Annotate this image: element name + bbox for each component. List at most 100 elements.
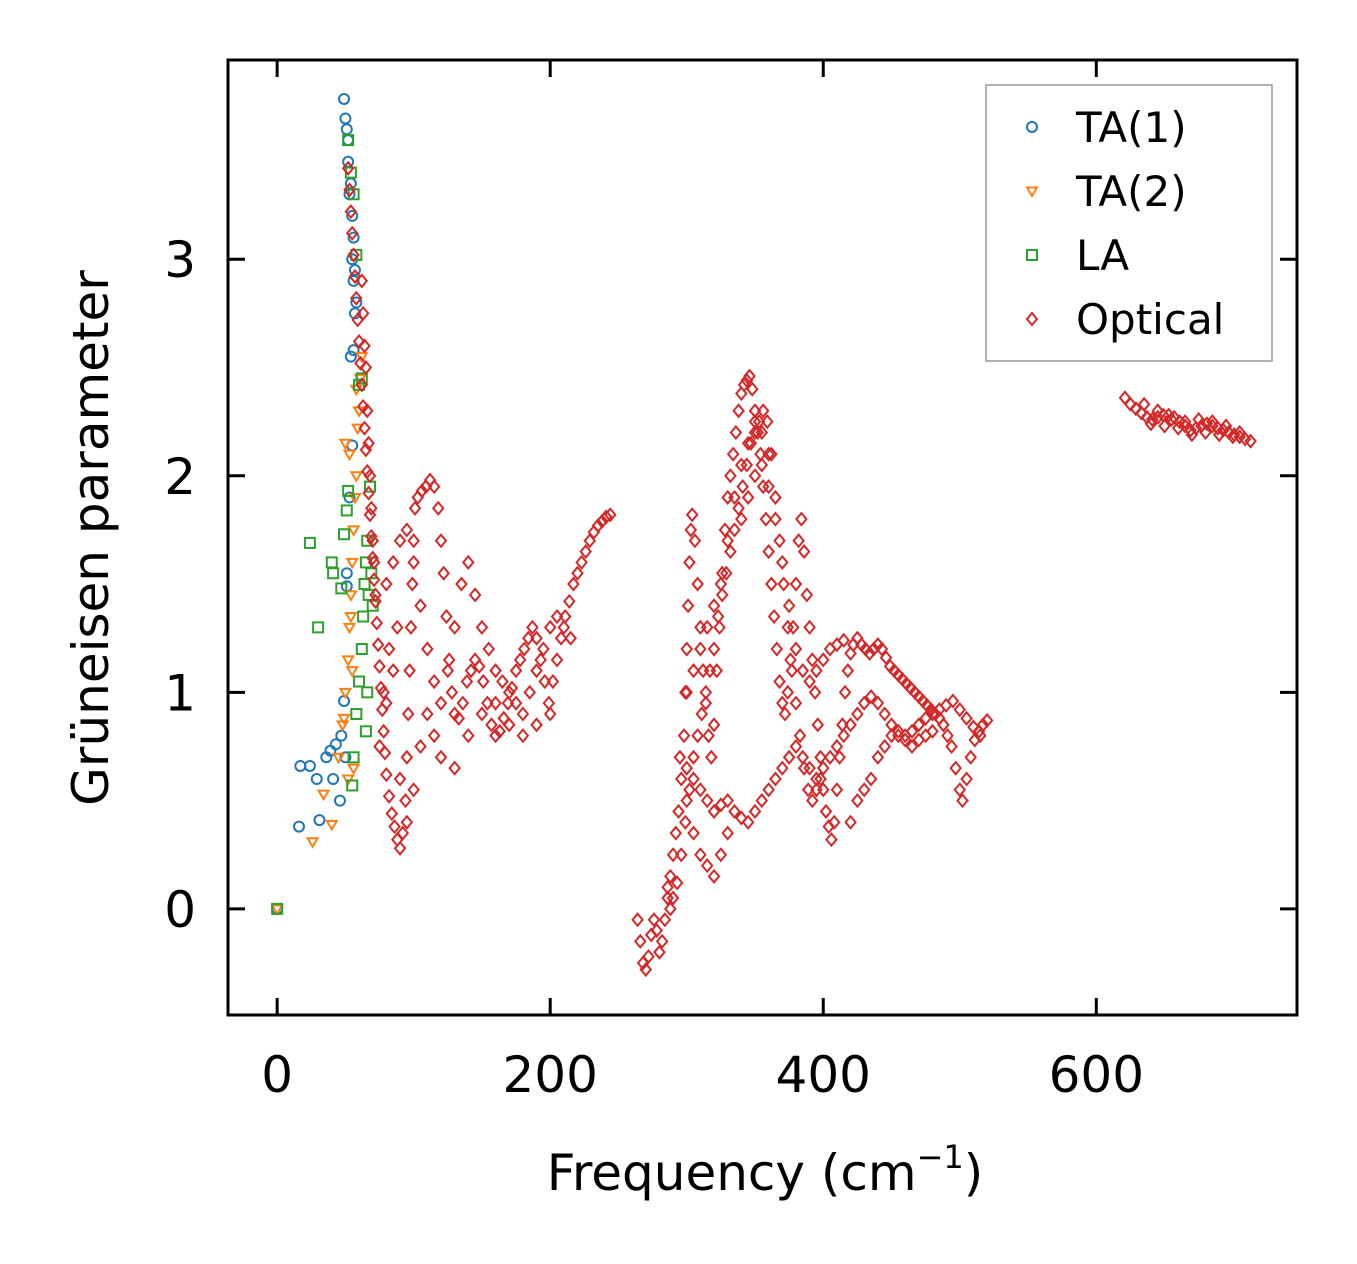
optical-point — [365, 500, 378, 516]
optical-point — [748, 424, 762, 441]
optical-point — [441, 663, 455, 679]
optical-point — [792, 533, 805, 549]
optical-point — [737, 377, 751, 393]
ta-1-point — [347, 344, 360, 357]
ta-1-point — [340, 123, 353, 136]
optical-point — [721, 793, 734, 809]
optical-point — [691, 728, 704, 744]
optical-point — [468, 587, 482, 603]
optical-point — [579, 544, 593, 560]
optical-point — [407, 554, 420, 570]
optical-point — [762, 446, 775, 462]
optical-point — [837, 728, 851, 744]
optical-point — [691, 576, 704, 592]
ta-1-point — [346, 209, 359, 222]
ta-1-point — [339, 112, 352, 125]
optical-point — [537, 641, 550, 657]
optical-point — [1244, 433, 1257, 449]
optical-point — [714, 797, 728, 813]
ta-1-point — [340, 567, 353, 580]
optical-point — [485, 717, 498, 733]
y-tick-label: 2 — [164, 448, 196, 506]
optical-point — [530, 663, 543, 679]
optical-point — [464, 663, 478, 679]
optical-point — [530, 717, 543, 733]
ta-1-point — [347, 231, 360, 244]
optical-point — [1178, 414, 1192, 430]
optical-point — [721, 489, 734, 505]
optical-point — [781, 684, 795, 700]
ta-1-point — [342, 134, 355, 147]
ta-2-point — [349, 471, 364, 483]
ta-1-point — [333, 794, 346, 807]
ta-2-point — [345, 557, 359, 570]
optical-point — [795, 511, 808, 527]
la-point — [357, 610, 370, 623]
legend: TA(1) TA(2) LA Optical — [985, 84, 1273, 362]
optical-point — [475, 706, 489, 722]
optical-point — [946, 693, 960, 709]
optical-point — [477, 673, 490, 690]
la-point — [355, 643, 368, 656]
optical-point — [400, 522, 414, 538]
optical-point — [871, 695, 885, 711]
optical-point — [926, 723, 939, 739]
optical-point — [442, 652, 456, 668]
optical-point — [724, 544, 737, 560]
optical-point — [634, 933, 647, 949]
optical-point — [452, 710, 466, 726]
optical-point — [793, 728, 807, 744]
optical-point — [837, 632, 851, 648]
optical-point — [516, 728, 530, 744]
optical-point — [919, 728, 932, 744]
optical-point — [687, 825, 700, 841]
optical-point — [721, 825, 734, 841]
x-axis-title: Frequency (cm−1) — [547, 1138, 984, 1202]
optical-point — [806, 652, 819, 668]
optical-point — [639, 961, 653, 978]
optical-point — [863, 645, 876, 661]
optical-point — [800, 587, 814, 603]
optical-point — [563, 593, 576, 609]
optical-point — [554, 630, 568, 646]
ta-1-point — [338, 92, 351, 105]
optical-point — [830, 738, 844, 755]
optical-point — [744, 435, 758, 451]
optical-point — [976, 717, 990, 733]
axis-ticks: 0 200 400 600 0 1 2 3 — [164, 60, 1297, 1104]
optical-point — [953, 702, 967, 718]
optical-point — [502, 684, 516, 700]
optical-point — [367, 572, 381, 588]
optical-point — [354, 355, 367, 371]
optical-point — [427, 728, 441, 744]
optical-point — [414, 598, 427, 614]
optical-point — [707, 598, 721, 614]
ta-2-point — [331, 752, 346, 765]
ta-2-point — [342, 449, 357, 462]
optical-point — [705, 749, 718, 765]
optical-point — [814, 771, 827, 787]
legend-marker-ta-2 — [1025, 186, 1039, 198]
optical-point — [360, 403, 374, 419]
ta-1-point — [350, 296, 363, 309]
la-point — [355, 372, 368, 385]
optical-point — [765, 576, 778, 592]
optical-point — [437, 565, 451, 581]
optical-point — [825, 832, 838, 848]
optical-point — [741, 435, 755, 451]
optical-point — [707, 803, 721, 820]
optical-point — [575, 554, 588, 570]
optical-point — [801, 782, 815, 798]
ta-1-point — [329, 738, 342, 751]
optical-point — [362, 435, 375, 451]
optical-point — [664, 901, 677, 917]
optical-point — [736, 479, 750, 495]
optical-point — [431, 500, 445, 516]
optical-point — [345, 225, 359, 241]
ta-1-point — [338, 694, 351, 707]
optical-point — [414, 738, 427, 755]
optical-point — [741, 814, 755, 830]
optical-point — [493, 723, 506, 739]
optical-point — [1192, 411, 1206, 428]
optical-point — [362, 485, 375, 501]
